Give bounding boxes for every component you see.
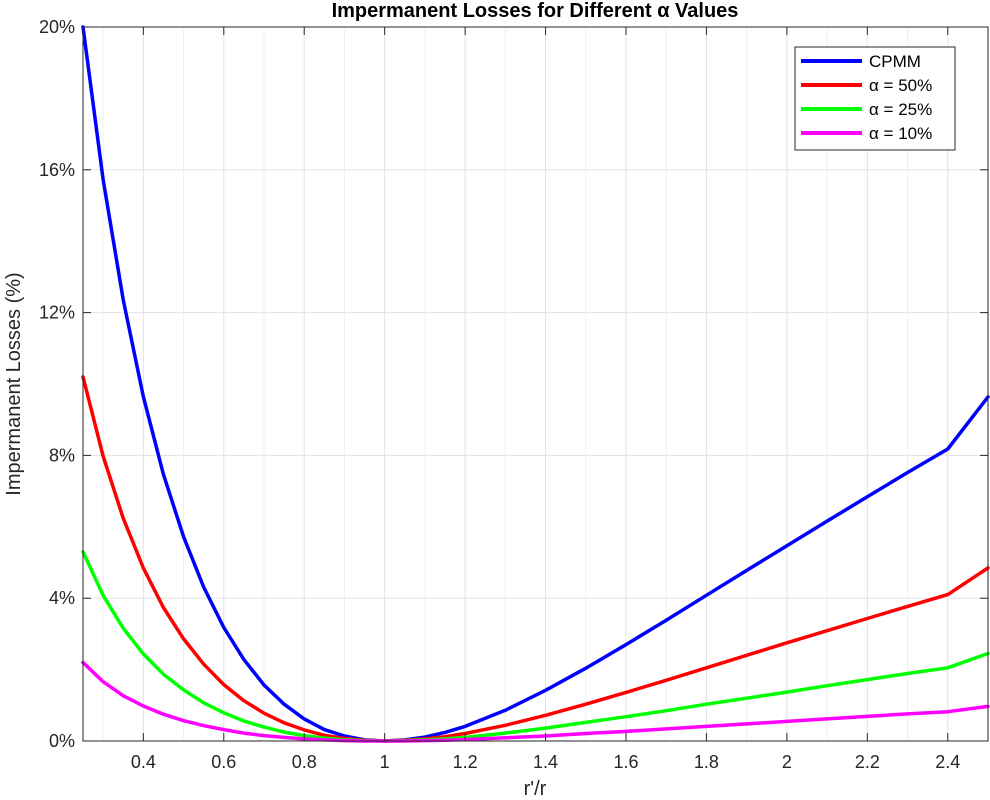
x-tick-label: 2.2	[855, 752, 880, 772]
y-tick-label: 0%	[49, 731, 75, 751]
legend-label: CPMM	[869, 52, 921, 71]
legend: CPMM α = 50% α = 25% α = 10%	[794, 46, 956, 151]
legend-label: α = 25%	[869, 100, 932, 119]
plot-frame	[82, 26, 989, 742]
x-tick-label: 1.8	[694, 752, 719, 772]
legend-label: α = 10%	[869, 124, 932, 143]
x-axis-label: r'/r	[524, 778, 547, 800]
x-tick-label: 1.2	[453, 752, 478, 772]
x-tick-label: 1	[380, 752, 390, 772]
x-tick-label: 0.6	[211, 752, 236, 772]
x-tick-label: 0.8	[292, 752, 317, 772]
grid	[83, 27, 988, 741]
y-tick-label: 4%	[49, 588, 75, 608]
tick-labels: 0.4 0.6 0.8 1 1.2 1.4 1.6 1.8 2 2.2 2.4 0% 4% 8% 12% 16…	[39, 17, 960, 772]
x-tick-label: 2.4	[935, 752, 960, 772]
ticks	[83, 26, 988, 742]
y-tick-label: 20%	[39, 17, 75, 37]
y-tick-label: 12%	[39, 303, 75, 323]
y-axis-label: Impermanent Losses (%)	[3, 272, 25, 495]
x-tick-label: 2	[782, 752, 792, 772]
y-tick-label: 16%	[39, 160, 75, 180]
legend-label: α = 50%	[869, 76, 932, 95]
chart-title: Impermanent Losses for Different α Value…	[332, 0, 739, 22]
y-tick-label: 8%	[49, 445, 75, 465]
x-tick-label: 1.4	[533, 752, 558, 772]
x-tick-label: 1.6	[613, 752, 638, 772]
x-tick-label: 0.4	[131, 752, 156, 772]
